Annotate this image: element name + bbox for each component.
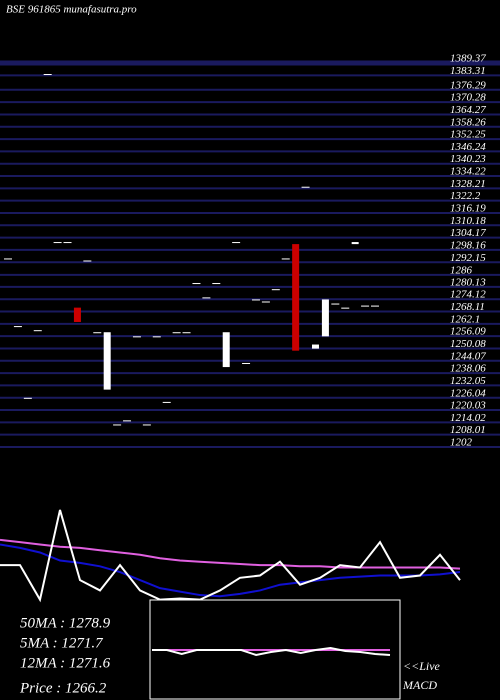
y-tick-label: 1298.16 (450, 239, 486, 251)
candle (232, 242, 241, 244)
candle (172, 332, 181, 334)
y-tick-label: 1226.04 (450, 387, 486, 399)
candle (271, 289, 280, 291)
candle (182, 332, 191, 334)
indicator: 5MA : 1271.7 (20, 635, 104, 651)
y-tick-label: 1340.23 (450, 153, 486, 165)
indicator: 50MA : 1278.9 (20, 615, 111, 631)
y-tick-label: 1376.29 (450, 79, 486, 91)
candle (123, 420, 132, 422)
y-tick-label: 1389.37 (450, 53, 486, 65)
y-tick-label: 1274.12 (450, 289, 486, 301)
candle (73, 307, 81, 322)
candle (251, 299, 260, 301)
y-tick-label: 1383.31 (450, 65, 486, 77)
macd-label: <<Live (403, 659, 441, 673)
y-tick-label: 1364.27 (450, 104, 486, 116)
y-tick-label: 1316.19 (450, 203, 486, 215)
y-tick-label: 1310.18 (450, 215, 486, 227)
candle (351, 242, 359, 245)
y-tick-label: 1322.2 (450, 190, 481, 202)
y-tick-label: 1292.15 (450, 252, 486, 264)
y-tick-label: 1268.11 (450, 301, 485, 313)
candle (43, 74, 52, 76)
candle (261, 301, 270, 303)
candle (13, 326, 22, 328)
y-tick-label: 1370.28 (450, 92, 486, 104)
y-tick-label: 1286 (450, 264, 473, 276)
candle (331, 303, 340, 305)
ma-line (0, 543, 461, 598)
candle (132, 336, 141, 338)
candle (281, 258, 290, 260)
candle (222, 332, 230, 368)
candle (63, 242, 72, 244)
candle (311, 344, 319, 349)
candle (83, 260, 92, 262)
y-tick-label: 1256.09 (450, 326, 486, 338)
candle (53, 242, 62, 244)
candle (103, 332, 111, 390)
y-tick-label: 1238.06 (450, 363, 486, 375)
ma-line (0, 509, 461, 603)
y-tick-label: 1346.24 (450, 141, 486, 153)
y-tick-label: 1334.22 (450, 166, 486, 178)
candle (4, 258, 12, 260)
candle (321, 299, 329, 337)
candle (33, 330, 42, 332)
candle (371, 305, 379, 307)
chart-title: BSE 961865 munafasutra.pro (6, 4, 137, 16)
candle (152, 336, 161, 338)
y-tick-label: 1304.17 (450, 227, 486, 239)
candle (162, 401, 171, 403)
ma-line (0, 538, 461, 570)
y-tick-label: 1280.13 (450, 276, 486, 288)
candle (361, 305, 370, 307)
indicator: 12MA : 1271.6 (20, 655, 111, 671)
y-tick-label: 1328.21 (450, 178, 486, 190)
candle (341, 307, 350, 309)
y-tick-label: 1358.26 (450, 116, 486, 128)
candle (93, 332, 102, 334)
y-tick-label: 1202 (450, 437, 473, 449)
y-tick-label: 1262.1 (450, 313, 480, 325)
candle (212, 283, 221, 285)
y-tick-label: 1352.25 (450, 129, 486, 141)
candle (113, 424, 122, 426)
y-tick-label: 1244.07 (450, 350, 486, 362)
candle (202, 297, 211, 299)
y-tick-label: 1220.03 (450, 400, 486, 412)
candle (142, 424, 151, 426)
candle (301, 186, 310, 188)
macd-label: MACD (402, 678, 437, 692)
macd-line (152, 646, 391, 657)
y-tick-label: 1232.05 (450, 375, 486, 387)
y-tick-label: 1250.08 (450, 338, 486, 350)
candle (23, 397, 32, 399)
candle (292, 244, 300, 351)
candle (192, 283, 201, 285)
candle (242, 362, 251, 364)
y-tick-label: 1214.02 (450, 412, 486, 424)
indicator: Price : 1266.2 (19, 680, 107, 696)
y-tick-label: 1208.01 (450, 424, 486, 436)
